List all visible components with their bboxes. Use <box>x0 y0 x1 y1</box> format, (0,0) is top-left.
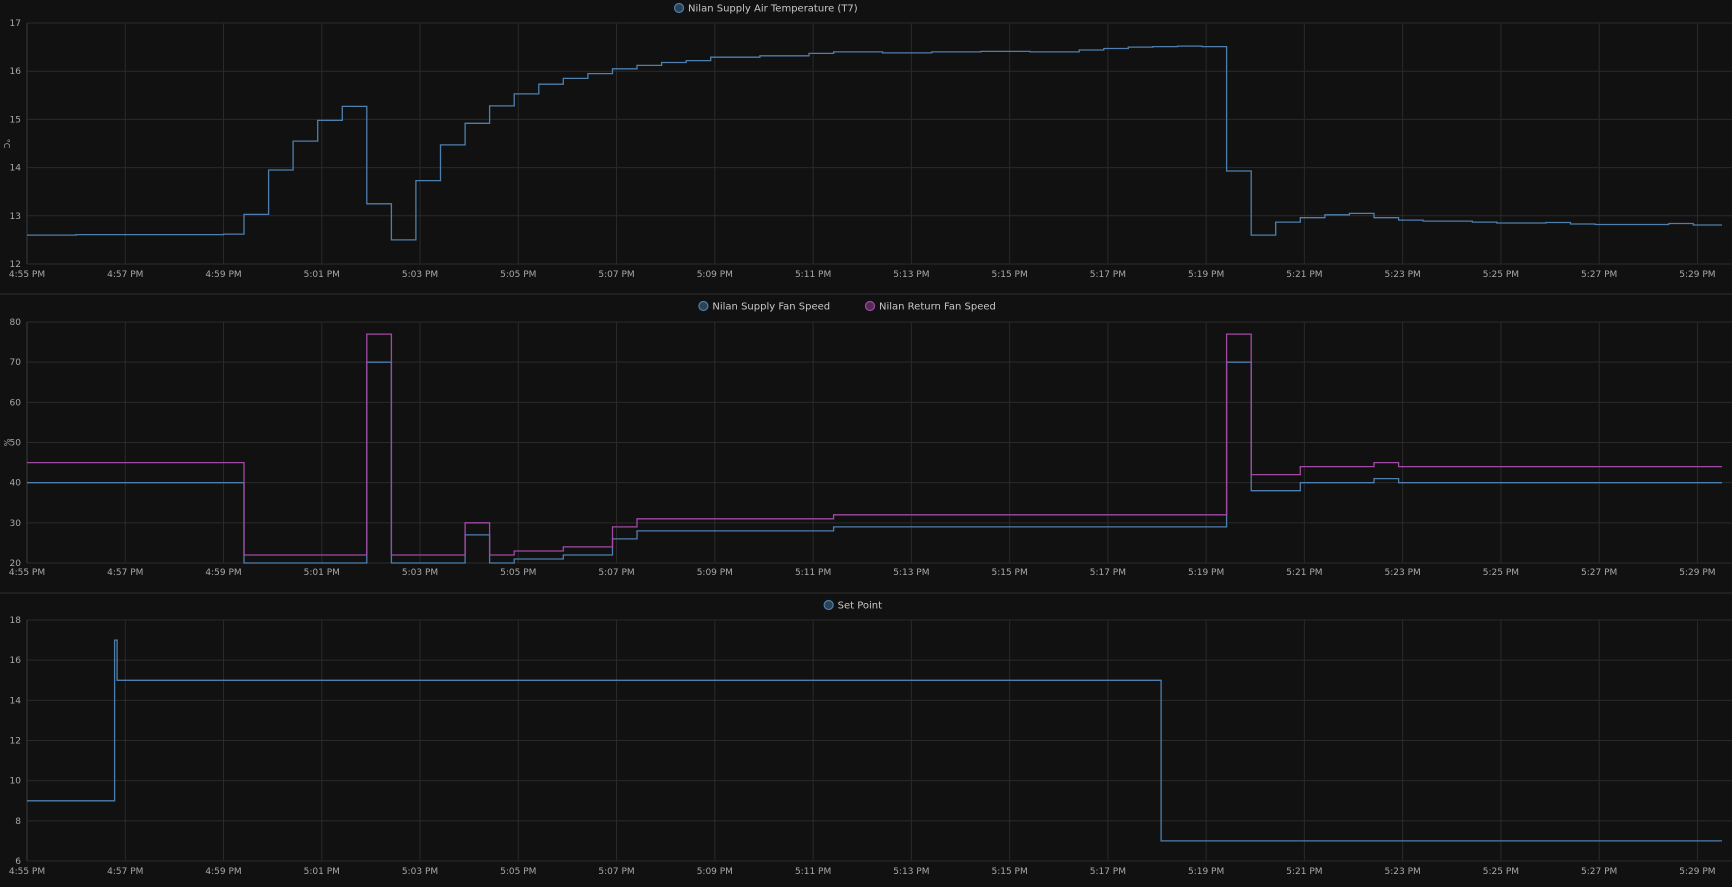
y-tick-label: 15 <box>10 115 21 125</box>
x-tick-label: 5:15 PM <box>991 568 1027 578</box>
x-tick-label: 5:07 PM <box>598 568 634 578</box>
x-tick-label: 5:01 PM <box>304 270 340 280</box>
x-tick-label: 5:01 PM <box>304 568 340 578</box>
x-tick-label: 5:17 PM <box>1090 867 1126 877</box>
x-tick-label: 5:29 PM <box>1679 270 1715 280</box>
x-tick-label: 5:17 PM <box>1090 270 1126 280</box>
x-tick-label: 5:27 PM <box>1581 568 1617 578</box>
chart-panel-3: 4:55 PM 4:57 PM 4:59 PM 5:01 PM 5:03 PM 5:05 … <box>9 599 1732 877</box>
y-tick-label: 80 <box>10 318 22 328</box>
y-axis-label: °C <box>2 139 11 149</box>
legend-swatch <box>698 300 709 312</box>
y-tick-label: 17 <box>10 19 21 29</box>
x-tick-label: 5:15 PM <box>991 867 1027 877</box>
y-tick-label: 12 <box>10 260 21 270</box>
y-tick-label: 60 <box>10 398 22 408</box>
x-tick-label: 5:11 PM <box>795 867 831 877</box>
chart-panel-2: 4:55 PM 4:57 PM 4:59 PM 5:01 PM 5:03 PM 5:05 … <box>2 300 1732 578</box>
x-tick-label: 5:05 PM <box>500 270 536 280</box>
series-line-1 <box>27 639 1722 842</box>
x-tick-label: 5:19 PM <box>1188 568 1224 578</box>
y-tick-label: 20 <box>10 559 22 569</box>
x-tick-label: 4:57 PM <box>107 270 143 280</box>
x-tick-label: 5:01 PM <box>304 867 340 877</box>
x-tick-label: 5:29 PM <box>1679 867 1715 877</box>
x-tick-label: 5:17 PM <box>1090 568 1126 578</box>
y-tick-label: 10 <box>10 777 22 787</box>
legend-item-2[interactable]: Nilan Return Fan Speed <box>864 300 996 313</box>
legend: Nilan Supply Air Temperature (T7) <box>673 2 858 15</box>
x-tick-label: 5:05 PM <box>500 867 536 877</box>
y-tick-label: 12 <box>10 737 21 747</box>
x-tick-label: 5:05 PM <box>500 568 536 578</box>
x-tick-label: 5:27 PM <box>1581 270 1617 280</box>
y-tick-label: 70 <box>10 358 22 368</box>
x-tick-label: 5:07 PM <box>598 270 634 280</box>
x-tick-label: 5:21 PM <box>1286 867 1322 877</box>
x-tick-label: 5:25 PM <box>1483 270 1519 280</box>
legend-label: Nilan Supply Air Temperature (T7) <box>688 4 858 15</box>
x-tick-label: 4:55 PM <box>9 270 45 280</box>
x-tick-label: 5:21 PM <box>1286 270 1322 280</box>
chart-panel-1: 4:55 PM 4:57 PM 4:59 PM 5:01 PM 5:03 PM 5:05 … <box>2 2 1732 280</box>
x-tick-label: 5:13 PM <box>893 867 929 877</box>
x-tick-label: 4:59 PM <box>205 867 241 877</box>
y-tick-label: 16 <box>10 656 22 666</box>
x-tick-label: 5:23 PM <box>1385 867 1421 877</box>
legend-item-1[interactable]: Set Point <box>823 599 883 612</box>
x-tick-label: 4:55 PM <box>9 867 45 877</box>
x-tick-label: 5:03 PM <box>402 270 438 280</box>
legend-label: Set Point <box>838 601 883 612</box>
y-tick-label: 18 <box>10 616 22 626</box>
x-tick-label: 5:29 PM <box>1679 568 1715 578</box>
series-line-1 <box>27 45 1722 241</box>
x-tick-label: 5:09 PM <box>697 568 733 578</box>
x-tick-label: 5:15 PM <box>991 270 1027 280</box>
x-tick-label: 5:27 PM <box>1581 867 1617 877</box>
y-tick-label: 13 <box>10 212 21 222</box>
y-tick-label: 30 <box>10 519 22 529</box>
legend-label: Nilan Supply Fan Speed <box>712 302 830 313</box>
x-tick-label: 5:25 PM <box>1483 867 1519 877</box>
x-tick-label: 5:21 PM <box>1286 568 1322 578</box>
series-line-2 <box>27 333 1722 556</box>
legend-swatch <box>673 2 685 14</box>
x-tick-label: 4:59 PM <box>205 568 241 578</box>
x-tick-label: 5:03 PM <box>402 568 438 578</box>
x-tick-label: 5:13 PM <box>893 270 929 280</box>
x-tick-label: 5:13 PM <box>893 568 929 578</box>
y-tick-label: 16 <box>10 67 22 77</box>
x-tick-label: 5:25 PM <box>1483 568 1519 578</box>
x-tick-label: 5:19 PM <box>1188 270 1224 280</box>
x-tick-label: 4:57 PM <box>107 568 143 578</box>
x-tick-label: 4:57 PM <box>107 867 143 877</box>
y-axis-label: % <box>2 439 11 447</box>
legend-item-1[interactable]: Nilan Supply Fan Speed <box>698 300 830 313</box>
y-tick-label: 14 <box>10 164 22 174</box>
y-tick-label: 50 <box>10 439 22 449</box>
legend: Nilan Supply Fan Speed Nilan Return Fan S… <box>698 300 996 313</box>
x-tick-label: 5:07 PM <box>598 867 634 877</box>
y-tick-label: 14 <box>10 696 22 706</box>
legend: Set Point <box>823 599 883 612</box>
x-tick-label: 5:11 PM <box>795 270 831 280</box>
x-tick-label: 5:19 PM <box>1188 867 1224 877</box>
y-tick-label: 40 <box>10 479 22 489</box>
x-tick-label: 5:03 PM <box>402 867 438 877</box>
x-tick-label: 4:55 PM <box>9 568 45 578</box>
legend-swatch <box>823 599 834 611</box>
x-tick-label: 4:59 PM <box>205 270 241 280</box>
x-tick-label: 5:09 PM <box>697 867 733 877</box>
legend-swatch <box>864 300 876 312</box>
y-tick-label: 6 <box>15 857 21 867</box>
x-tick-label: 5:11 PM <box>795 568 831 578</box>
legend-label: Nilan Return Fan Speed <box>879 302 996 313</box>
y-tick-label: 8 <box>15 817 21 827</box>
legend-item-1[interactable]: Nilan Supply Air Temperature (T7) <box>673 2 858 15</box>
x-tick-label: 5:23 PM <box>1385 568 1421 578</box>
x-tick-label: 5:09 PM <box>697 270 733 280</box>
x-tick-label: 5:23 PM <box>1385 270 1421 280</box>
